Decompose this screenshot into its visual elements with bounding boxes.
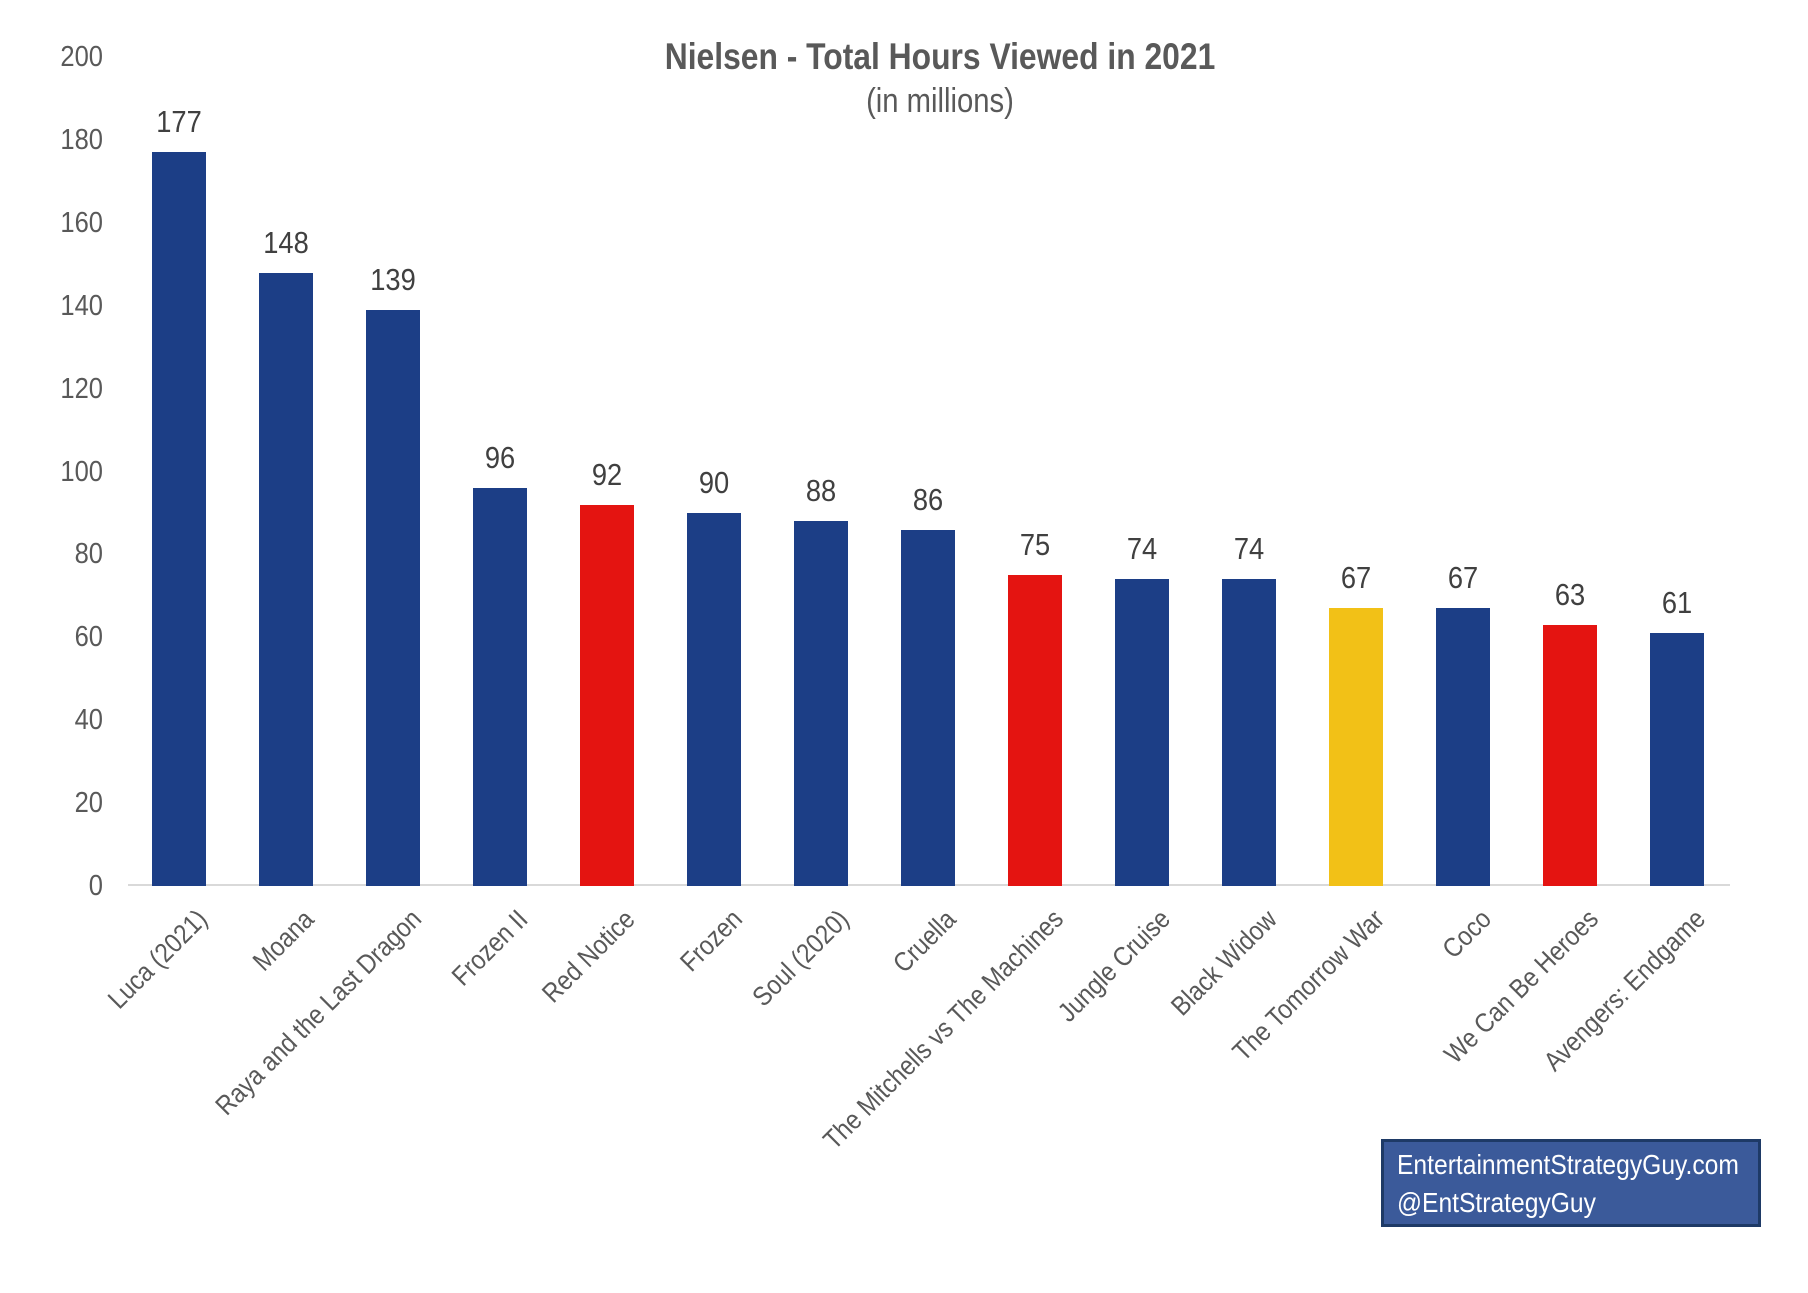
x-category-label-text: Luca (2021)	[102, 903, 213, 1015]
y-tick-label-100: 100	[60, 456, 103, 488]
bar-value-label-we-can-be-heroes: 63	[1554, 577, 1586, 612]
x-category-label-frozen: Frozen	[358, 903, 748, 1293]
bar-value-label-frozen-ii: 96	[484, 440, 516, 475]
x-category-label-soul-2020: Soul (2020)	[465, 903, 855, 1293]
bar-frozen-ii	[473, 488, 527, 886]
bar-avengers-endgame	[1650, 633, 1704, 886]
x-category-label-red-notice: Red Notice	[251, 903, 641, 1293]
bar-raya-and-the-last-dragon	[366, 310, 420, 886]
x-category-label-text: Coco	[1436, 903, 1497, 965]
x-category-label-text: Cruella	[887, 903, 962, 979]
x-category-label-we-can-be-heroes: We Can Be Heroes	[1214, 903, 1604, 1293]
bar-luca-2021	[152, 152, 206, 886]
bar-value-label-avengers-endgame: 61	[1661, 585, 1693, 620]
bar-coco	[1436, 608, 1490, 886]
bar-cruella	[901, 530, 955, 886]
bar-we-can-be-heroes	[1543, 625, 1597, 886]
x-category-label-text: Moana	[247, 903, 320, 977]
bar-black-widow	[1222, 579, 1276, 886]
x-category-label-the-tomorrow-war: The Tomorrow War	[1000, 903, 1390, 1293]
x-category-label-text: Soul (2020)	[746, 903, 855, 1012]
y-tick-label-40: 40	[74, 704, 103, 736]
x-category-label-avengers-endgame: Avengers: Endgame	[1321, 903, 1711, 1293]
bar-value-label-red-notice: 92	[591, 457, 623, 492]
bar-red-notice	[580, 505, 634, 886]
x-category-label-cruella: Cruella	[572, 903, 962, 1293]
y-tick-label-180: 180	[60, 124, 103, 156]
x-category-label-black-widow: Black Widow	[893, 903, 1283, 1293]
bar-value-label-soul-2020: 88	[805, 473, 837, 508]
y-tick-label-60: 60	[74, 621, 103, 653]
chart-subtitle: (in millions)	[866, 82, 1014, 120]
watermark-twitter-handle: @EntStrategyGuy	[1397, 1187, 1596, 1218]
y-tick-label-200: 200	[60, 41, 103, 73]
x-category-label-text: Frozen	[674, 903, 748, 978]
x-category-label-coco: Coco	[1107, 903, 1497, 1293]
bar-value-label-the-tomorrow-war: 67	[1340, 560, 1372, 595]
bar-soul-2020	[794, 521, 848, 886]
x-category-label-raya-and-the-last-dragon: Raya and the Last Dragon	[37, 903, 427, 1293]
bar-the-tomorrow-war	[1329, 608, 1383, 886]
bar-value-label-the-mitchells-vs-the-machines: 75	[1019, 527, 1051, 562]
x-category-label-jungle-cruise: Jungle Cruise	[786, 903, 1176, 1293]
chart-title: Nielsen - Total Hours Viewed in 2021	[664, 36, 1216, 77]
x-category-label-text: Raya and the Last Dragon	[209, 903, 427, 1122]
bar-value-label-coco: 67	[1447, 560, 1479, 595]
x-category-label-the-mitchells-vs-the-machines: The Mitchells vs The Machines	[679, 903, 1069, 1293]
bar-frozen	[687, 513, 741, 886]
x-category-label-frozen-ii: Frozen II	[144, 903, 534, 1293]
bar-jungle-cruise	[1115, 579, 1169, 886]
x-category-label-text: Red Notice	[536, 903, 641, 1009]
x-category-label-text: Frozen II	[446, 903, 534, 992]
bar-value-label-moana: 148	[263, 225, 309, 260]
bar-value-label-raya-and-the-last-dragon: 139	[370, 262, 416, 297]
y-tick-label-80: 80	[74, 538, 103, 570]
bar-value-label-frozen: 90	[698, 465, 730, 500]
chart-title-block: Nielsen - Total Hours Viewed in 2021 (in…	[110, 34, 1770, 122]
y-tick-label-120: 120	[60, 373, 103, 405]
bar-value-label-luca-2021: 177	[156, 104, 202, 139]
bar-value-label-cruella: 86	[912, 482, 944, 517]
bar-value-label-jungle-cruise: 74	[1126, 531, 1158, 566]
watermark-box: EntertainmentStrategyGuy.com @EntStrateg…	[1381, 1139, 1761, 1227]
y-tick-label-140: 140	[60, 290, 103, 322]
y-tick-label-20: 20	[74, 787, 103, 819]
bar-moana	[259, 273, 313, 886]
y-tick-label-0: 0	[88, 870, 103, 902]
y-tick-label-160: 160	[60, 207, 103, 239]
bar-value-label-black-widow: 74	[1233, 531, 1265, 566]
bar-the-mitchells-vs-the-machines	[1008, 575, 1062, 886]
watermark-site-url: EntertainmentStrategyGuy.com	[1397, 1149, 1739, 1180]
